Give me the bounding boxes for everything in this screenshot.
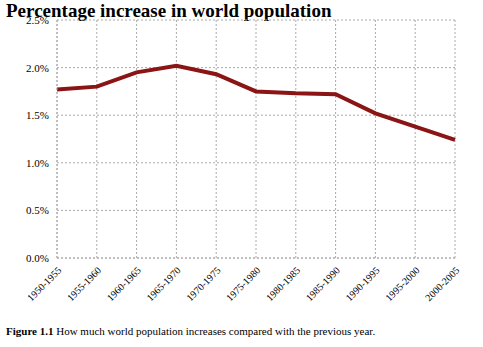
svg-text:0.0%: 0.0% (26, 252, 49, 264)
svg-text:1970-1975: 1970-1975 (184, 265, 222, 303)
svg-text:1990-1995: 1990-1995 (343, 265, 381, 303)
svg-text:1985-1990: 1985-1990 (304, 265, 342, 303)
svg-text:1.0%: 1.0% (26, 157, 49, 169)
svg-text:1950-1955: 1950-1955 (25, 265, 63, 303)
svg-text:1995-2000: 1995-2000 (383, 265, 421, 303)
svg-text:1960-1965: 1960-1965 (105, 265, 143, 303)
svg-text:1980-1985: 1980-1985 (264, 265, 302, 303)
svg-text:2000-2005: 2000-2005 (423, 265, 461, 303)
svg-text:0.5%: 0.5% (26, 204, 49, 216)
svg-text:2.0%: 2.0% (26, 62, 49, 74)
svg-text:1975-1980: 1975-1980 (224, 265, 262, 303)
svg-text:2.5%: 2.5% (26, 14, 49, 26)
svg-text:1.5%: 1.5% (26, 109, 49, 121)
svg-text:1965-1970: 1965-1970 (144, 265, 182, 303)
svg-text:1955-1960: 1955-1960 (65, 265, 103, 303)
